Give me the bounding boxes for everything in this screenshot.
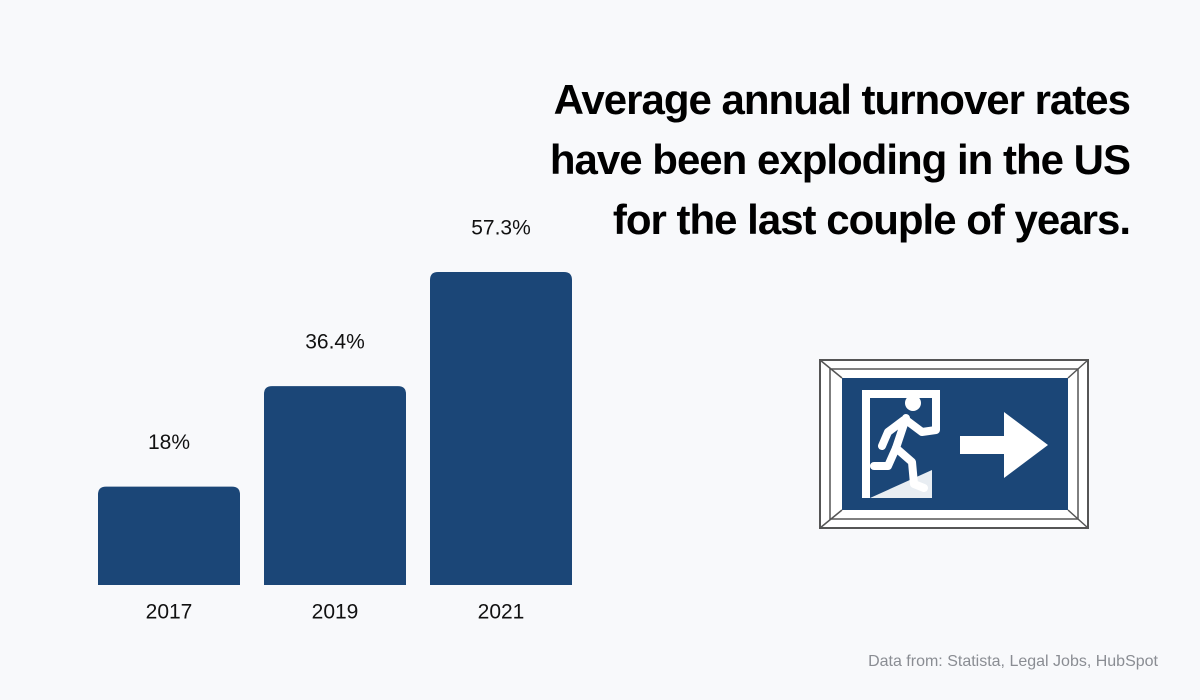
x-tick-label: 2017 xyxy=(146,601,193,624)
x-tick-label: 2019 xyxy=(312,601,359,624)
value-label: 36.4% xyxy=(305,331,365,354)
value-label: 18% xyxy=(148,431,190,454)
value-label: 57.3% xyxy=(471,217,531,240)
chart-title: Average annual turnover rates have been … xyxy=(549,76,1131,243)
bar xyxy=(430,272,572,585)
bar xyxy=(264,386,406,585)
x-tick-label: 2021 xyxy=(478,601,525,624)
exit-sign-icon xyxy=(819,359,1089,529)
source-note: Data from: Statista, Legal Jobs, HubSpot xyxy=(868,653,1158,670)
bar xyxy=(98,486,240,585)
